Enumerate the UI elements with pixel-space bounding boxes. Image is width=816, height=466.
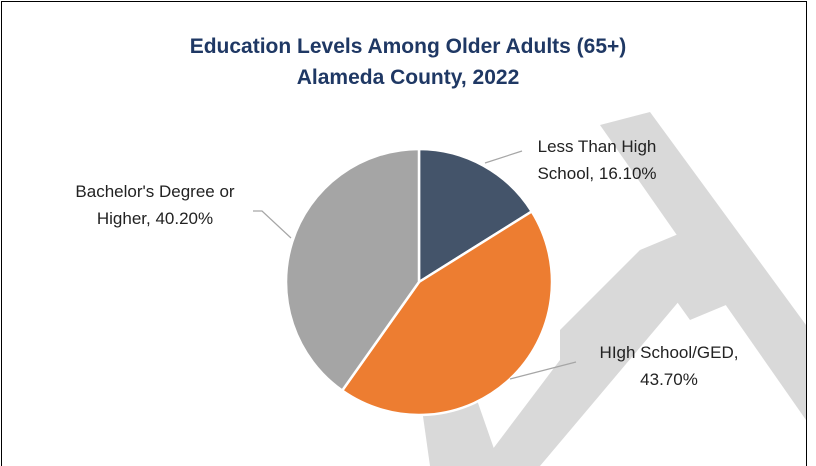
title-line: Education Levels Among Older Adults (65+… (189, 35, 627, 58)
leader-lines (253, 150, 577, 380)
data-label: Less Than High School, 16.10% (537, 137, 657, 183)
data-label: HIgh School/GED, 43.70% (599, 343, 739, 389)
data-label: Bachelor's Degree or Higher, 40.20% (75, 182, 235, 228)
chart-title: Education Levels Among Older Adults (65+… (0, 31, 816, 93)
pie-slice (417, 147, 534, 285)
subtitle-line: Alameda County, 2022 (296, 66, 520, 89)
pie (284, 147, 554, 417)
pie-slice (284, 147, 421, 393)
